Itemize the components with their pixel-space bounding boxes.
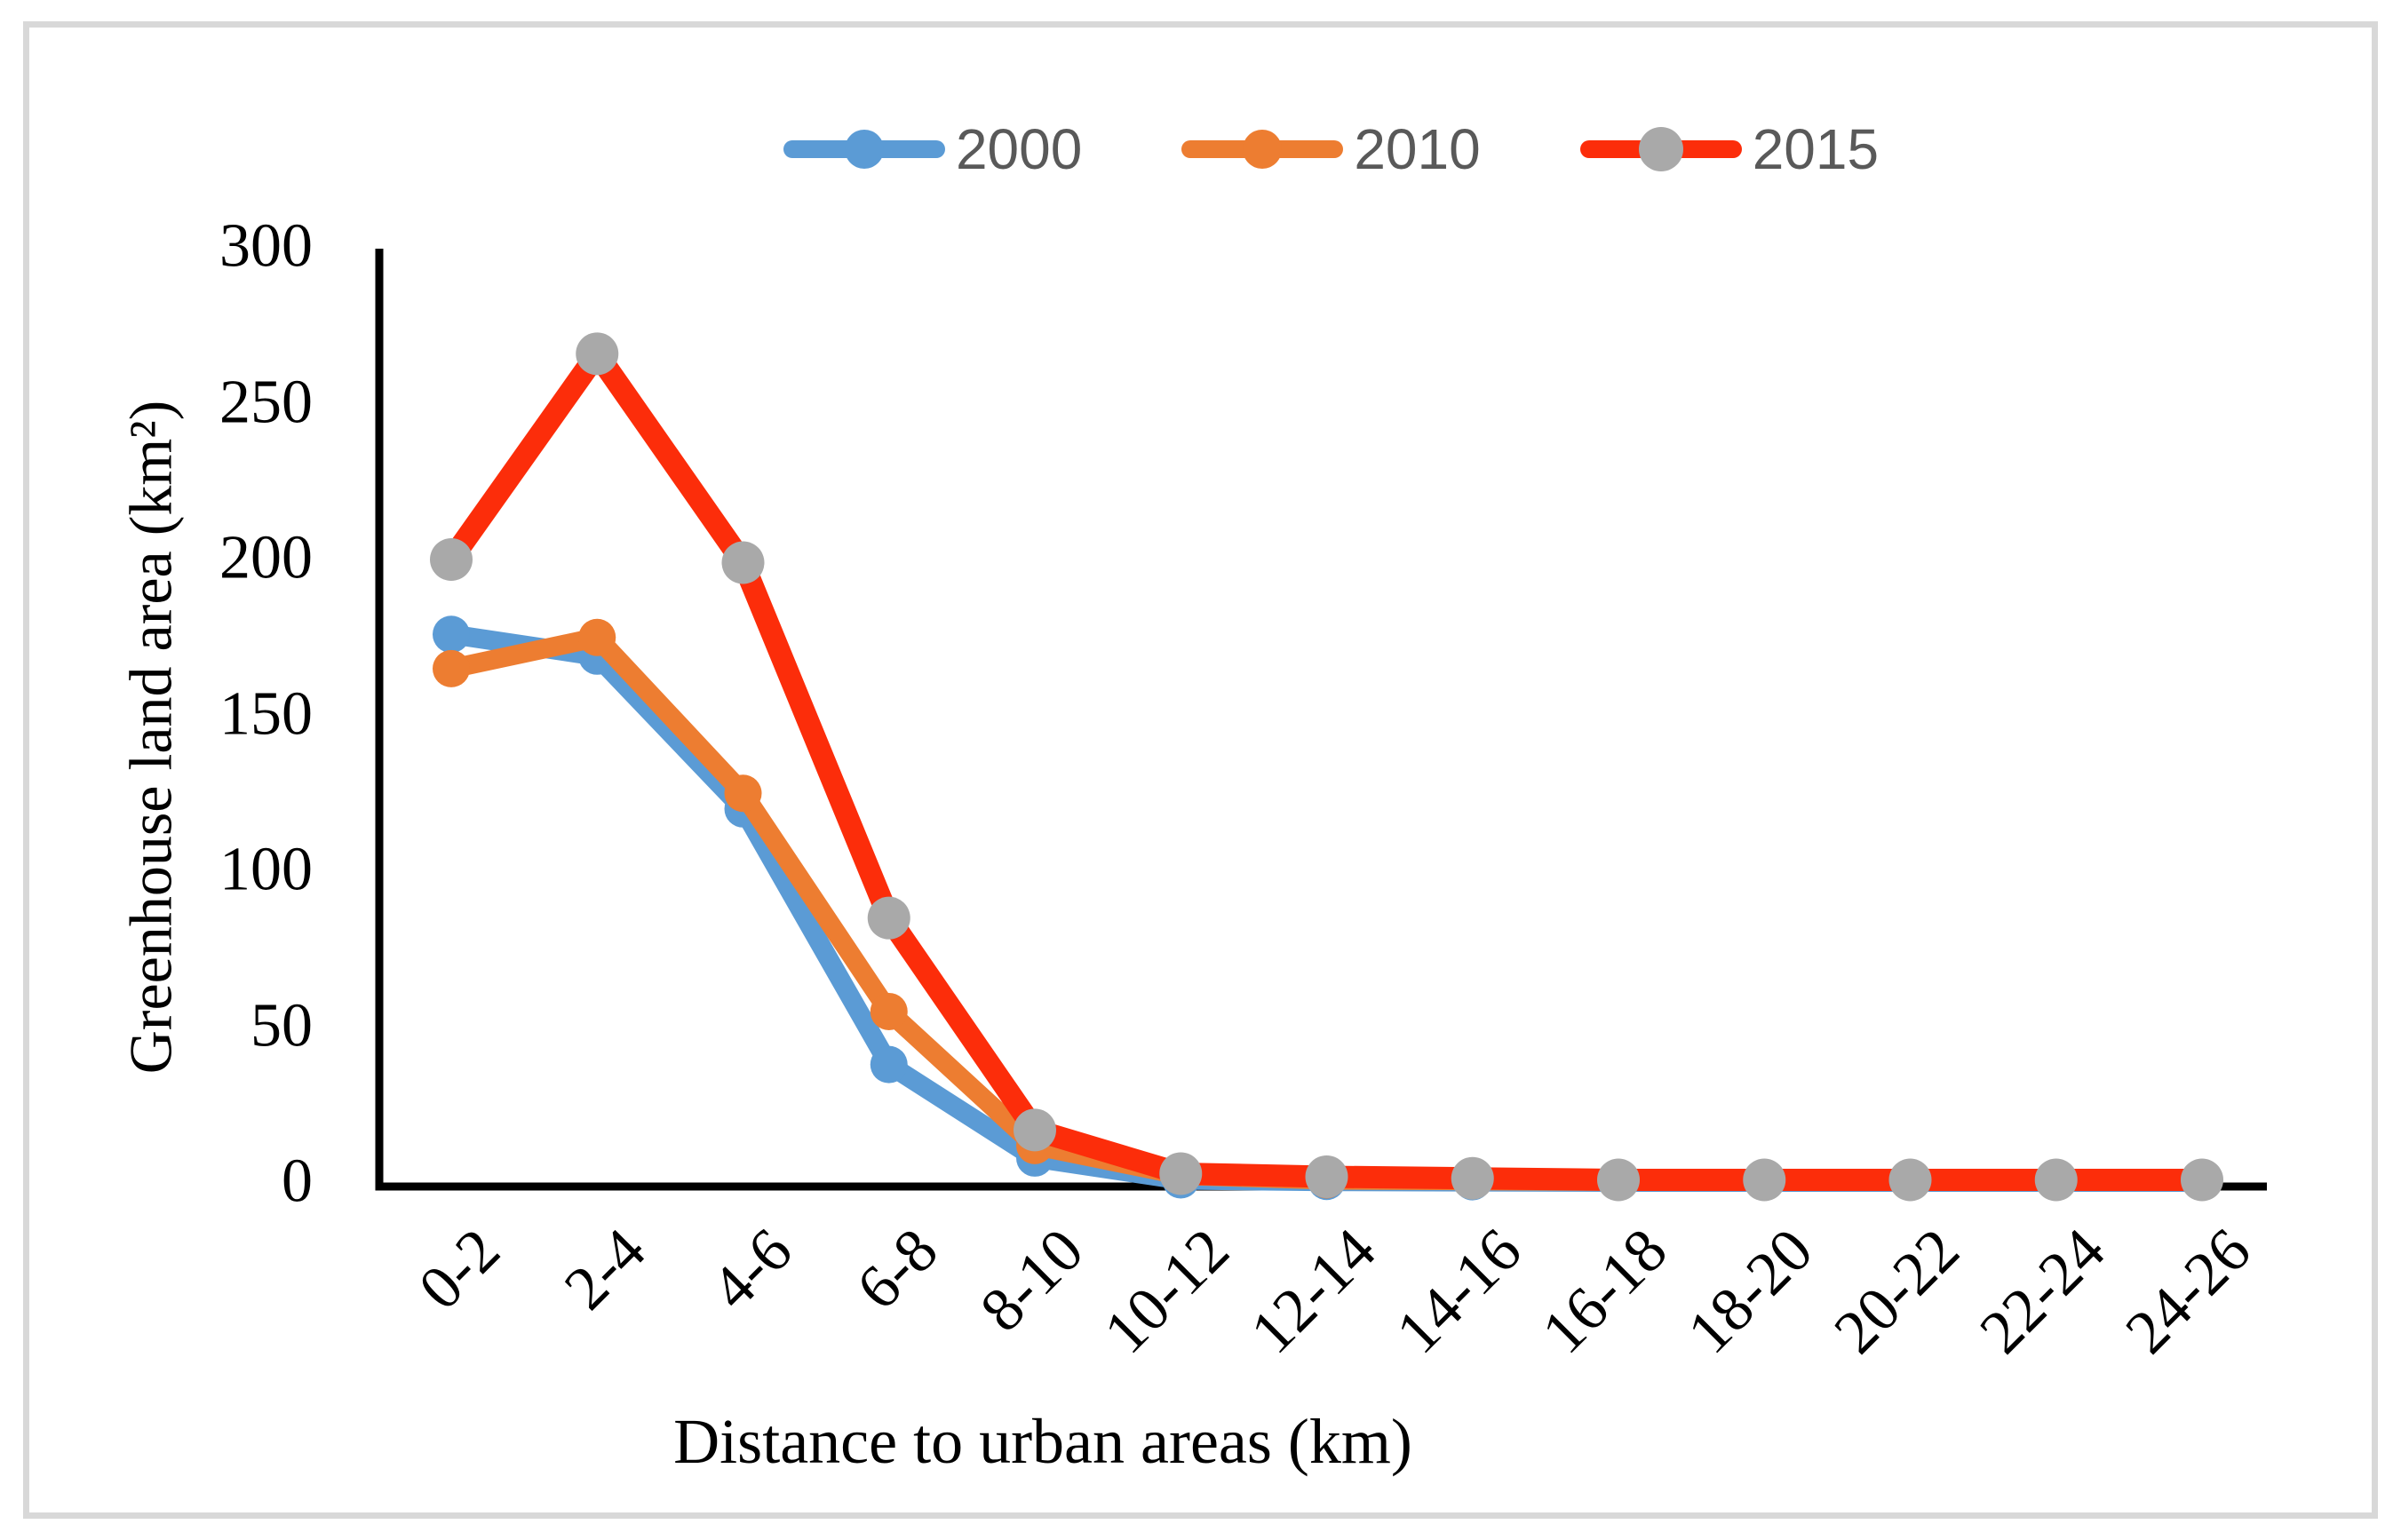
data-point-marker-2015 bbox=[1159, 1152, 1203, 1195]
y-tick-label: 0 bbox=[282, 1147, 313, 1216]
data-point-marker-2015 bbox=[576, 332, 619, 376]
y-tick-label: 150 bbox=[219, 679, 313, 749]
legend-item: 2015 bbox=[1579, 117, 1880, 181]
legend-label: 2010 bbox=[1354, 117, 1481, 181]
y-tick-label: 100 bbox=[219, 835, 313, 904]
legend: 2000 2010 2015 bbox=[379, 114, 2283, 185]
y-tick-label: 300 bbox=[219, 211, 313, 281]
y-tick-label: 250 bbox=[219, 368, 313, 437]
series-line-2010 bbox=[441, 627, 2212, 1191]
y-tick-label: 200 bbox=[219, 523, 313, 592]
data-point-marker-2015 bbox=[1597, 1158, 1640, 1202]
legend-marker-icon bbox=[1638, 127, 1683, 171]
legend-item: 2010 bbox=[1181, 117, 1481, 181]
data-point-marker-2010 bbox=[870, 992, 908, 1030]
data-point-marker-2015 bbox=[867, 896, 910, 940]
data-point-marker-2015 bbox=[1743, 1158, 1786, 1202]
data-point-marker-2015 bbox=[1014, 1108, 1056, 1152]
data-point-marker-2015 bbox=[1305, 1155, 1348, 1198]
data-point-marker-2000 bbox=[870, 1045, 908, 1084]
series-line-2000 bbox=[441, 624, 2212, 1192]
data-point-marker-2015 bbox=[721, 541, 765, 584]
data-point-marker-2010 bbox=[433, 649, 470, 687]
legend-marker-icon bbox=[844, 130, 884, 169]
legend-label: 2000 bbox=[955, 117, 1083, 181]
legend-marker-icon bbox=[1243, 130, 1283, 169]
data-point-marker-2010 bbox=[724, 774, 762, 813]
x-axis-title: Distance to urban areas (km) bbox=[673, 1406, 1412, 1477]
data-point-marker-2015 bbox=[430, 538, 473, 581]
legend-label: 2015 bbox=[1752, 117, 1880, 181]
data-point-marker-2010 bbox=[578, 618, 616, 656]
legend-line-swatch bbox=[1181, 130, 1344, 169]
data-point-marker-2000 bbox=[433, 615, 470, 654]
data-point-marker-2015 bbox=[1451, 1156, 1494, 1200]
legend-line-swatch bbox=[783, 130, 945, 169]
legend-line-swatch bbox=[1579, 127, 1742, 171]
y-tick-label: 50 bbox=[250, 991, 313, 1060]
data-point-marker-2015 bbox=[2034, 1158, 2078, 1202]
legend-item: 2000 bbox=[783, 121, 1082, 178]
data-point-marker-2015 bbox=[2181, 1158, 2223, 1202]
data-point-marker-2015 bbox=[1888, 1158, 1932, 1202]
